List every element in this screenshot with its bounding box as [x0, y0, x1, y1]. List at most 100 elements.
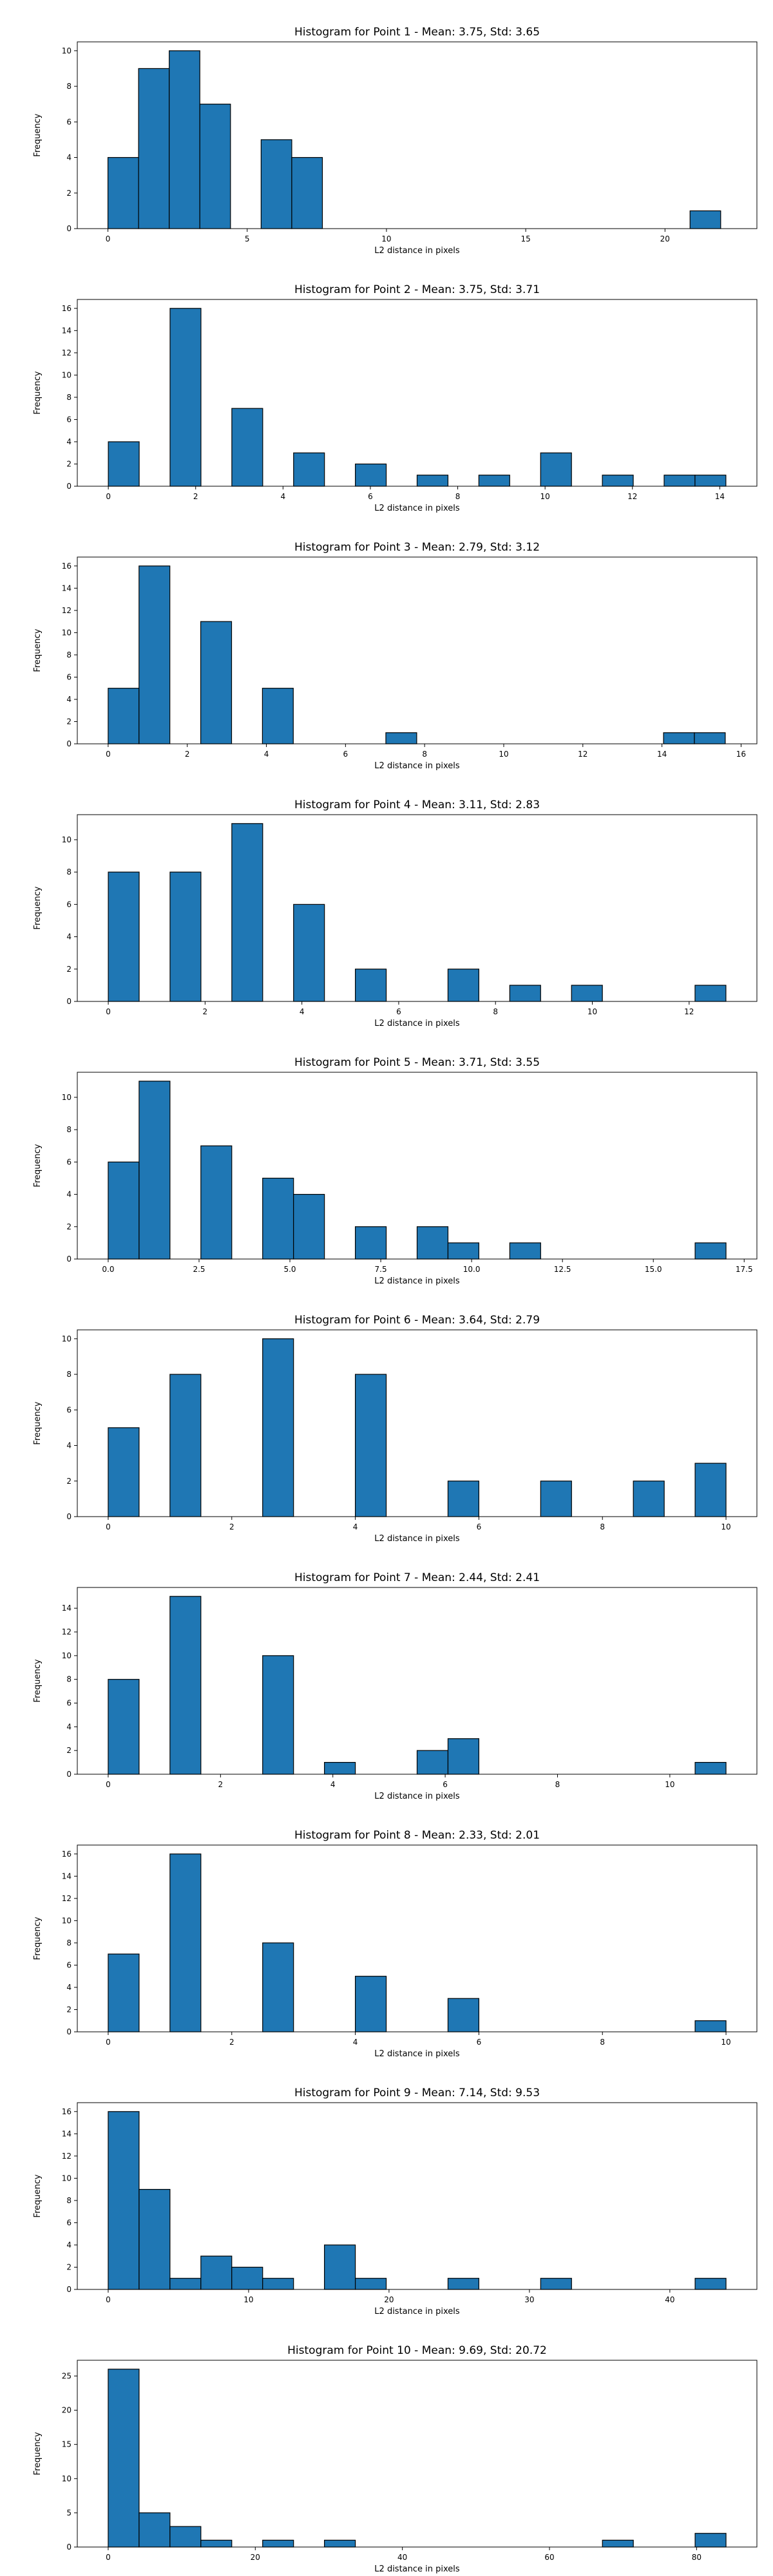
histogram-bar: [200, 2255, 233, 2290]
x-tick-label: 14: [657, 750, 667, 759]
bars: [108, 308, 727, 487]
histogram-bar: [169, 1596, 202, 1775]
histogram-bar: [354, 1976, 387, 2032]
y-tick-label: 6: [66, 117, 72, 126]
bars: [108, 2111, 727, 2290]
histogram-bar: [540, 1481, 572, 1517]
y-tick-label: 4: [66, 437, 72, 446]
bars: [108, 1596, 727, 1775]
axes-frame: [77, 2360, 758, 2548]
histogram-bar: [231, 823, 263, 1002]
histogram-bar: [689, 210, 721, 229]
x-tick-label: 4: [300, 1007, 305, 1016]
x-tick-label: 15.0: [645, 1265, 662, 1274]
histogram-bar: [108, 688, 140, 744]
x-tick-label: 10: [499, 750, 508, 759]
histogram-bar: [200, 2539, 233, 2548]
histogram-panel-1: 0 5 10 15 20 0 2 4 6 8 10 Histogram for Point 1 - M…: [33, 26, 758, 256]
y-tick-label: 10: [62, 628, 72, 637]
histogram-bar: [108, 2369, 140, 2548]
histogram-bar: [478, 475, 510, 487]
axes-frame: [77, 556, 758, 744]
chart-title: Histogram for Point 5 - Mean: 3.71, Std:…: [294, 1056, 540, 1069]
histogram-bar: [199, 104, 231, 229]
x-tick-label: 6: [477, 1522, 482, 1531]
bars: [108, 1853, 727, 2032]
y-tick-label: 12: [62, 606, 72, 615]
x-tick-label: 0: [106, 2038, 111, 2047]
x-tick-label: 30: [524, 2295, 534, 2304]
histogram-bar: [354, 1374, 387, 1517]
x-axis-label: L2 distance in pixels: [374, 2564, 460, 2574]
x-tick-label: 8: [422, 750, 427, 759]
y-tick-label: 16: [62, 304, 72, 313]
y-tick-label: 16: [62, 1850, 72, 1859]
y-tick-label: 8: [66, 650, 72, 659]
y-tick-label: 2: [66, 1477, 72, 1486]
histogram-bar: [694, 732, 726, 744]
y-tick-label: 8: [66, 82, 72, 91]
x-tick-label: 16: [736, 750, 746, 759]
histogram-bar: [138, 68, 170, 229]
x-tick-label: 10: [587, 1007, 597, 1016]
x-tick-label: 5.0: [283, 1265, 296, 1274]
histogram-bar: [138, 1081, 171, 1260]
histogram-panel-6: 0 2 4 6 8 10 0 2 4 6 8 10 Histogram for Point 6 - Me…: [33, 1314, 758, 1544]
y-tick-label: 10: [62, 1334, 72, 1343]
x-tick-label: 0: [106, 2295, 111, 2304]
histogram-bar: [354, 2278, 387, 2290]
bars: [108, 1338, 727, 1517]
histogram-bar: [108, 441, 140, 487]
y-tick-label: 6: [66, 1699, 72, 1708]
x-tick-label: 0: [106, 750, 111, 759]
x-tick-label: 12: [578, 750, 587, 759]
histogram-bar: [447, 969, 479, 1002]
x-tick-label: 20: [384, 2295, 394, 2304]
x-tick-label: 4: [281, 492, 286, 501]
y-tick-label: 6: [66, 900, 72, 909]
histogram-bar: [416, 1750, 449, 1775]
histogram-bar: [262, 688, 294, 744]
x-axis-label: L2 distance in pixels: [374, 1534, 460, 1544]
y-tick-label: 4: [66, 2240, 72, 2249]
axes-frame: [77, 2102, 758, 2290]
bars: [108, 2369, 727, 2548]
histogram-bar: [354, 1226, 387, 1260]
y-tick-label: 10: [62, 1093, 72, 1102]
y-tick-label: 4: [66, 1722, 72, 1731]
y-tick-label: 14: [62, 2129, 72, 2138]
y-tick-label: 12: [62, 2152, 72, 2161]
histogram-bar: [447, 1998, 480, 2032]
x-tick-label: 8: [455, 492, 461, 501]
histogram-bar: [447, 2278, 480, 2290]
x-tick-label: 4: [264, 750, 269, 759]
y-axis-label: Frequency: [33, 1144, 43, 1187]
histogram-bar: [355, 969, 387, 1002]
y-tick-label: 25: [62, 2371, 72, 2380]
x-tick-label: 10: [721, 1522, 730, 1531]
y-tick-label: 10: [62, 370, 72, 379]
histogram-bar: [169, 50, 200, 229]
x-tick-label: 6: [343, 750, 348, 759]
y-tick-label: 0: [66, 2027, 72, 2036]
x-tick-label: 2: [229, 2038, 234, 2047]
y-tick-label: 0: [66, 1770, 72, 1779]
x-tick-label: 2.5: [193, 1265, 205, 1274]
x-tick-label: 4: [330, 1780, 336, 1789]
histogram-bar: [447, 1481, 480, 1517]
histogram-bar: [602, 2539, 634, 2548]
y-tick-label: 2: [66, 1222, 72, 1231]
y-tick-label: 10: [62, 2174, 72, 2183]
x-tick-label: 12.5: [554, 1265, 571, 1274]
x-tick-label: 40: [665, 2295, 674, 2304]
histogram-panel-7: 0 2 4 6 8 10 0 2 4 6 8 10 12 14 Histogram for Point 7 …: [33, 1571, 758, 1801]
histogram-bar: [416, 475, 449, 487]
x-tick-label: 15: [520, 234, 530, 243]
histogram-bar: [291, 156, 323, 229]
histogram-bar: [602, 475, 634, 487]
histogram-bar: [694, 1761, 727, 1775]
histogram-panel-2: 0 2 4 6 8 10 12 14 0 2 4 6 8 10 12 14 16 Histogram for Po…: [33, 283, 758, 513]
histogram-panel-10: 0 20 40 60 80 0 5 10 15 20 25 Histogram for Point 1…: [33, 2344, 758, 2574]
x-tick-label: 6: [477, 2038, 482, 2047]
